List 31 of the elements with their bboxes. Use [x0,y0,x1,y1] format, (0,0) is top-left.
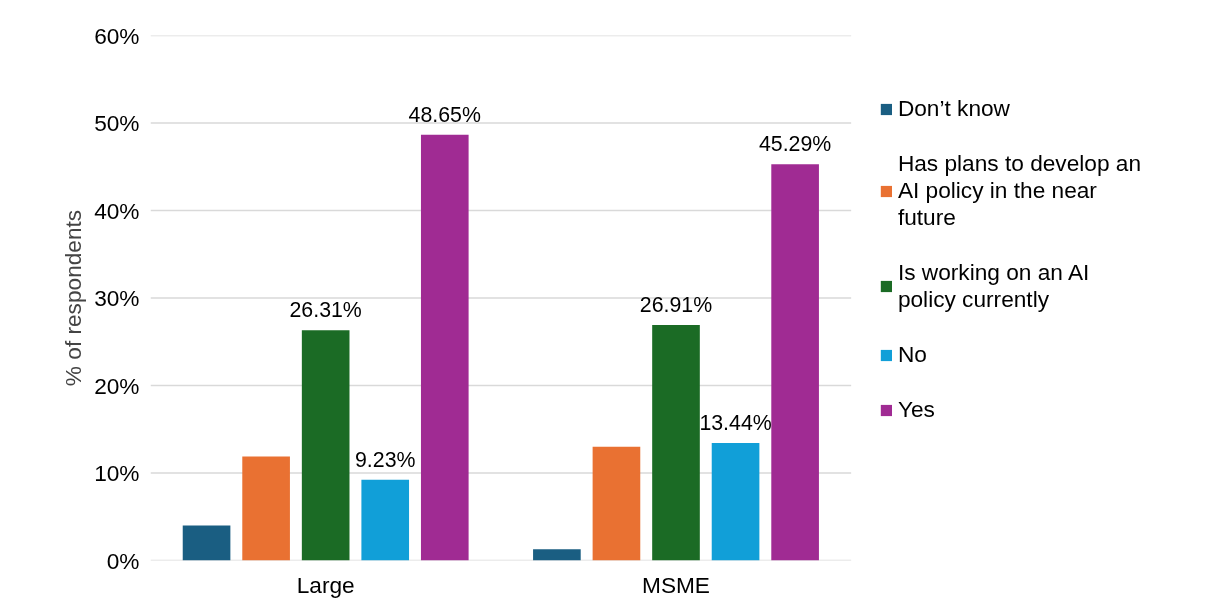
data-label: 26.91% [639,293,713,318]
bar [652,325,700,561]
data-label: 9.23% [354,447,416,472]
bar [182,525,231,561]
legend-label: No [897,341,927,368]
x-tick-label: Large [296,571,355,598]
data-label: 26.31% [289,298,362,323]
data-label: 48.65% [408,102,481,127]
bar [533,549,581,561]
y-tick-label: 20% [94,372,140,399]
y-tick-label: 10% [94,460,140,486]
legend-label: Yes [897,396,935,423]
legend-label: Has plans to develop an AI policy in the near future [897,150,1141,231]
legend-label: Don’t know [897,95,1010,122]
y-tick-label: 40% [94,197,140,224]
bar [771,164,819,561]
data-label: 13.44% [699,410,772,435]
bar [592,446,641,561]
x-tick-label: MSME [642,571,710,598]
bar [711,442,760,561]
y-tick-label: 60% [94,22,140,49]
y-tick-label: 30% [94,285,140,311]
y-tick-label: 0% [106,547,140,574]
bar [361,479,410,561]
bar [242,456,290,561]
bar [420,134,469,561]
data-label: 45.29% [758,132,832,157]
legend-label: Is working on an AI policy currently [897,259,1090,313]
bar [301,330,350,561]
y-axis-title: % of respondents [60,209,87,387]
y-tick-label: 50% [94,110,140,136]
